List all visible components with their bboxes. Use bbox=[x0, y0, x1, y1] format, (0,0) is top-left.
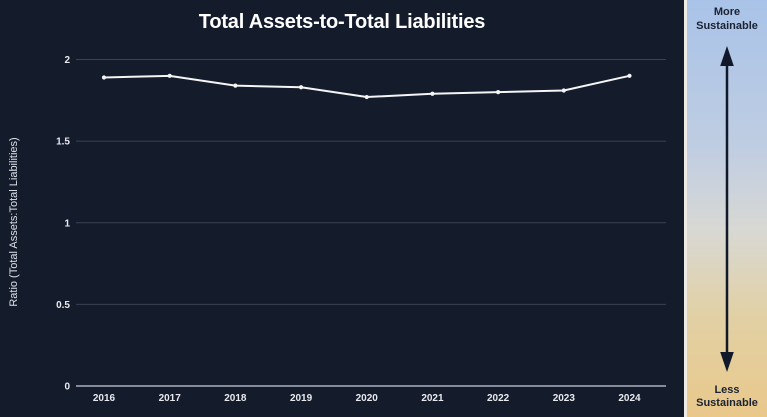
y-tick-label: 0.5 bbox=[56, 300, 70, 311]
x-tick-label: 2021 bbox=[421, 393, 444, 404]
x-tick-label: 2023 bbox=[553, 393, 576, 404]
data-series-line bbox=[103, 74, 631, 99]
line-chart-svg: 0 0.5 1 1.5 2 2016 2017 2018 2019 2020 2021 2022 202… bbox=[56, 55, 666, 404]
x-tick-label: 2016 bbox=[93, 393, 116, 404]
arrow-down-head bbox=[720, 352, 734, 372]
x-tick-label: 2017 bbox=[159, 393, 182, 404]
x-tick-label: 2019 bbox=[290, 393, 313, 404]
y-tick-label: 2 bbox=[64, 55, 70, 66]
x-tick-label: 2020 bbox=[356, 393, 379, 404]
arrow-up-head bbox=[720, 46, 734, 66]
y-tick-label: 0 bbox=[64, 382, 70, 393]
data-point-marker bbox=[233, 83, 238, 88]
x-tick-label: 2022 bbox=[487, 393, 510, 404]
data-point-marker bbox=[496, 90, 501, 95]
data-point-marker bbox=[430, 91, 435, 96]
data-point-marker bbox=[167, 73, 172, 78]
y-axis-title: Ratio (Total Assets:Total Liabilities) bbox=[8, 137, 20, 307]
data-point-marker bbox=[298, 85, 304, 90]
less-sustainable-label: Less Sustainable bbox=[696, 383, 758, 410]
x-tick-label: 2024 bbox=[618, 393, 641, 404]
up-down-arrow-icon bbox=[720, 46, 734, 372]
y-tick-label: 1 bbox=[64, 218, 70, 229]
line-chart-panel: Total Assets-to-Total Liabilities 0 0.5 1 1… bbox=[0, 0, 684, 417]
chart-title: Total Assets-to-Total Liabilities bbox=[198, 11, 486, 33]
y-tick-label: 1.5 bbox=[56, 137, 70, 148]
data-point-marker bbox=[561, 88, 566, 93]
x-tick-label: 2018 bbox=[224, 393, 247, 404]
data-point-marker bbox=[364, 94, 369, 100]
more-sustainable-label: More Sustainable bbox=[696, 6, 758, 32]
data-point-marker bbox=[627, 73, 632, 78]
sustainability-scale-sidebar: More Sustainable Less Sustainable bbox=[684, 0, 767, 417]
data-point-marker bbox=[101, 75, 107, 80]
